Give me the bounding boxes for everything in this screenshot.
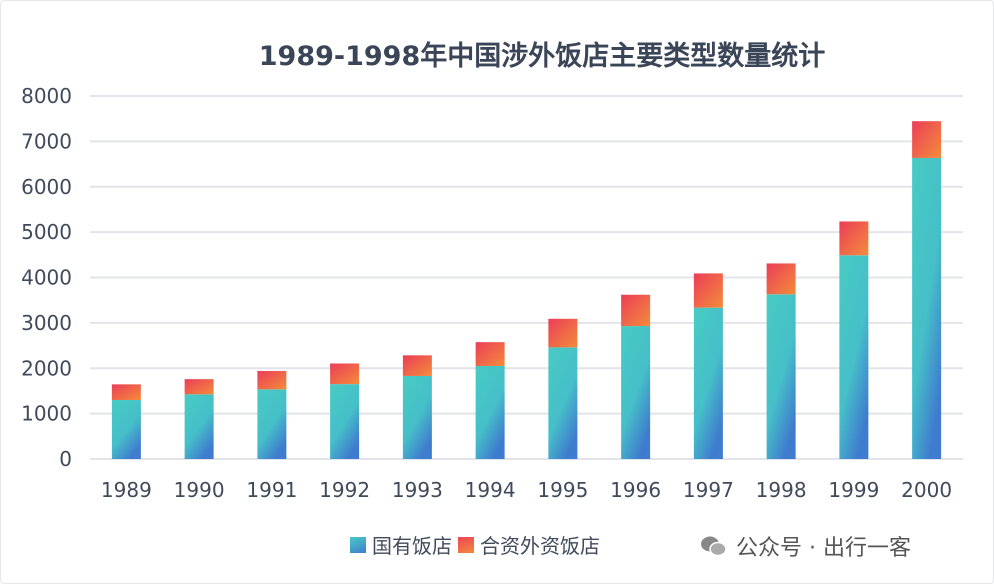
bar-state-owned [766, 294, 796, 459]
watermark-text: 公众号 · 出行一客 [736, 536, 911, 561]
bar-joint-venture [621, 294, 651, 327]
x-tick-label: 1998 [756, 478, 807, 502]
x-tick-label: 1995 [537, 478, 588, 502]
legend-label-joint-venture: 合资外资饭店 [480, 534, 600, 558]
bar-state-owned [912, 157, 942, 459]
y-tick-label: 3000 [21, 311, 72, 335]
legend-label-state-owned: 国有饭店 [372, 534, 452, 558]
bar-joint-venture [912, 121, 942, 158]
chart-legend: 国有饭店 合资外资饭店 [350, 530, 600, 559]
bar-state-owned [184, 394, 214, 459]
x-tick-label: 1991 [246, 478, 297, 502]
x-tick-label: 2000 [901, 478, 952, 502]
bar-joint-venture [475, 342, 505, 366]
x-tick-label: 1994 [465, 478, 516, 502]
x-tick-label: 1989 [101, 478, 152, 502]
x-tick-label: 1997 [683, 478, 734, 502]
bar-joint-venture [257, 370, 287, 390]
bar-joint-venture [548, 318, 578, 348]
y-tick-label: 2000 [21, 356, 72, 380]
wechat-icon [701, 536, 727, 557]
bar-joint-venture [330, 363, 360, 385]
chart-title: 1989-1998年中国涉外饭店主要类型数量统计 [258, 41, 826, 72]
y-tick-label: 0 [59, 447, 72, 471]
legend-swatch-joint-venture [458, 536, 474, 553]
bar-state-owned [257, 389, 287, 459]
bar-state-owned [402, 375, 432, 459]
y-tick-label: 7000 [21, 129, 72, 153]
bar-state-owned [111, 400, 141, 459]
watermark: 公众号 · 出行一客 [700, 530, 911, 562]
x-tick-label: 1999 [828, 478, 879, 502]
y-tick-label: 6000 [21, 175, 72, 199]
bar-joint-venture [184, 379, 214, 395]
bar-joint-venture [839, 221, 869, 256]
bar-state-owned [548, 347, 578, 459]
x-tick-label: 1990 [174, 478, 225, 502]
bar-state-owned [839, 255, 869, 459]
bar-joint-venture [693, 273, 723, 308]
x-tick-label: 1992 [319, 478, 370, 502]
bar-state-owned [621, 326, 651, 459]
bar-joint-venture [766, 263, 796, 295]
x-tick-label: 1993 [392, 478, 443, 502]
bar-state-owned [330, 384, 360, 459]
bar-joint-venture [111, 384, 141, 401]
y-tick-label: 1000 [21, 402, 72, 426]
y-tick-label: 5000 [21, 220, 72, 244]
legend-swatch-state-owned [350, 536, 366, 553]
y-tick-label: 4000 [21, 266, 72, 290]
y-tick-label: 8000 [21, 84, 72, 108]
bar-state-owned [475, 365, 505, 459]
bar-state-owned [693, 307, 723, 459]
x-tick-label: 1996 [610, 478, 661, 502]
bar-joint-venture [402, 355, 432, 376]
